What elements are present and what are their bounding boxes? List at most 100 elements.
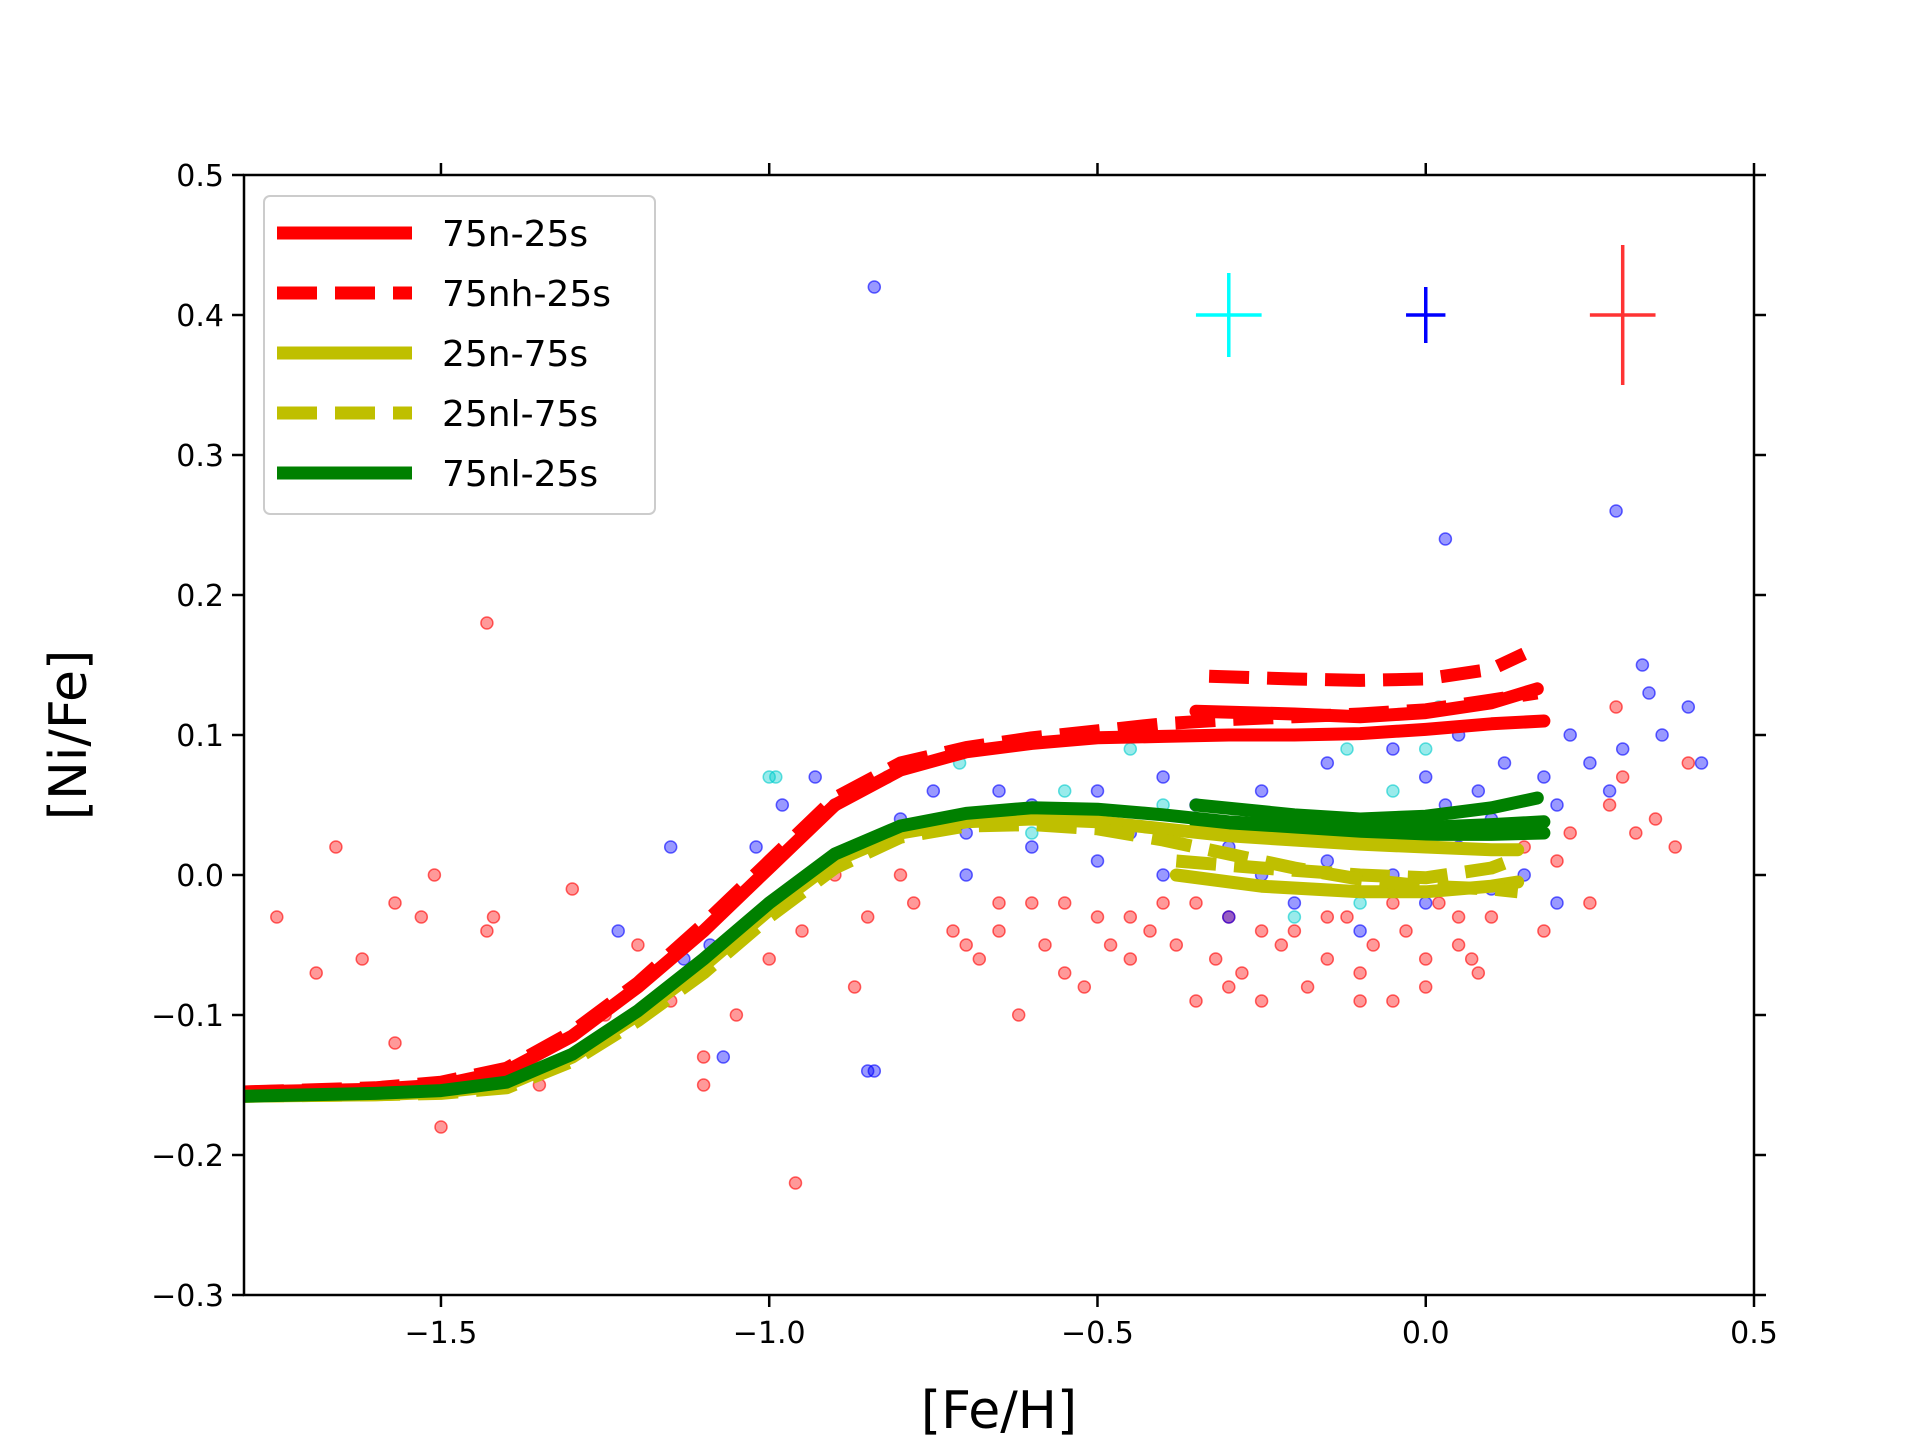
x-tick-label-4: 0.5 [1730,1316,1778,1351]
obs-point-0-17 [696,1050,711,1064]
obs-point-1-47 [1694,756,1709,770]
y-tick-label-5: 0.2 [176,579,224,614]
axis-ticks: −1.5 −1.0 −0.5 0.0 0.5 −0.3 −0.2 −0.1 0.0 0.1 0.2 0… [151,159,1778,1351]
obs-point-2-16 [1353,896,1367,910]
obs-point-0-65 [1550,854,1564,868]
obs-point-0-11 [486,910,501,924]
obs-point-0-13 [565,882,580,896]
legend-label-25nl-75s: 25nl-75s [442,394,598,435]
obs-point-0-40 [1143,924,1157,938]
obs-point-0-28 [946,924,960,938]
obs-point-1-30 [1418,770,1433,784]
obs-point-0-9 [480,616,494,630]
obs-point-0-36 [1077,980,1092,994]
obs-point-0-26 [893,868,908,882]
legend-label-75nh-25s: 75nh-25s [442,274,611,315]
obs-point-0-34 [1038,938,1052,952]
model-line-75nl-25s [244,801,1551,1103]
obs-point-2-7 [1123,742,1138,756]
obs-point-0-30 [972,952,987,966]
obs-point-0-31 [992,924,1006,938]
obs-point-1-27 [1320,756,1335,770]
obs-point-1-37 [1537,770,1551,784]
y-tick-label-4: 0.1 [176,719,224,754]
obs-point-0-18 [696,1078,711,1092]
obs-point-1-9 [775,798,790,812]
obs-point-0-22 [788,1176,803,1190]
obs-point-0-75 [1189,896,1203,910]
obs-point-0-51 [1320,952,1335,966]
obs-point-0-24 [847,980,862,994]
model-tracks [244,647,1551,1103]
y-tick-label-6: 0.3 [176,439,224,474]
obs-point-0-48 [1274,938,1289,952]
obs-point-0-61 [1484,910,1499,924]
plot-area [244,280,1709,1190]
model-line-25nl-75s [244,818,1519,1103]
obs-point-1-56 [959,868,973,882]
legend-box [263,195,656,515]
obs-point-0-58 [1432,896,1446,910]
obs-point-1-42 [1615,742,1630,756]
obs-point-0-38 [1103,938,1118,952]
obs-point-0-15 [631,938,645,952]
obs-point-0-57 [1418,952,1433,966]
obs-point-1-29 [1386,742,1400,756]
y-tick-label-2: −0.1 [151,999,224,1034]
obs-point-0-77 [1320,910,1335,924]
model-branch-4 [1189,791,1544,826]
obs-point-0-59 [1451,938,1466,952]
y-tick-label-7: 0.4 [176,299,224,334]
obs-point-0-66 [1563,826,1577,840]
x-axis-label: [Fe/H] [921,1381,1077,1440]
obs-point-0-84 [1353,994,1367,1008]
obs-point-1-50 [1418,896,1433,910]
obs-point-0-83 [1222,980,1236,994]
obs-point-1-38 [1550,798,1564,812]
obs-point-1-2 [1609,504,1623,518]
obs-point-1-49 [1353,924,1367,938]
model-branch-0 [1208,647,1527,687]
obs-point-1-45 [1655,728,1669,742]
obs-point-0-86 [1464,952,1479,966]
obs-point-0-35 [1057,966,1072,980]
model-branch-2 [1175,852,1520,885]
obs-point-0-46 [1235,966,1249,980]
y-tick-label-3: 0.0 [176,859,224,894]
obs-point-1-46 [1681,700,1696,714]
obs-point-0-82 [992,896,1006,910]
obs-point-1-7 [716,1050,731,1064]
obs-point-0-27 [906,896,921,910]
obs-point-0-19 [729,1008,744,1022]
obs-point-1-43 [1635,658,1650,672]
model-line-75n-25s [244,714,1551,1099]
obs-point-0-49 [1287,924,1302,938]
obs-point-0-79 [1451,910,1466,924]
y-tick-label-1: −0.2 [151,1139,224,1174]
obs-point-1-44 [1642,686,1656,700]
obs-point-0-64 [1537,924,1551,938]
obs-point-0-56 [1399,924,1413,938]
obs-point-1-35 [1497,756,1512,770]
obs-point-0-39 [1123,952,1138,966]
obs-point-0-8 [434,1120,448,1134]
obs-point-1-4 [663,840,678,854]
obs-point-0-43 [1189,994,1203,1008]
obs-point-1-1 [1438,532,1453,546]
obs-point-1-25 [1254,784,1269,798]
obs-point-0-69 [1609,700,1623,714]
obs-point-1-22 [1156,770,1170,784]
obs-point-0-73 [1668,840,1682,854]
obs-point-1-13 [867,1064,882,1078]
obs-point-0-44 [1208,952,1223,966]
obs-point-1-48 [1287,896,1302,910]
legend: 75n-25s 75nh-25s 25n-75s 25nl-75s 75nl-25s [263,195,656,515]
obs-point-0-33 [1025,896,1039,910]
obs-point-1-52 [1222,910,1236,924]
obs-point-0-41 [1156,896,1170,910]
model-branch-3 [1169,868,1525,899]
obs-point-0-60 [1471,966,1486,980]
obs-point-0-55 [1386,994,1400,1008]
obs-point-0-37 [1090,910,1105,924]
y-tick-label-0: −0.3 [151,1279,224,1314]
